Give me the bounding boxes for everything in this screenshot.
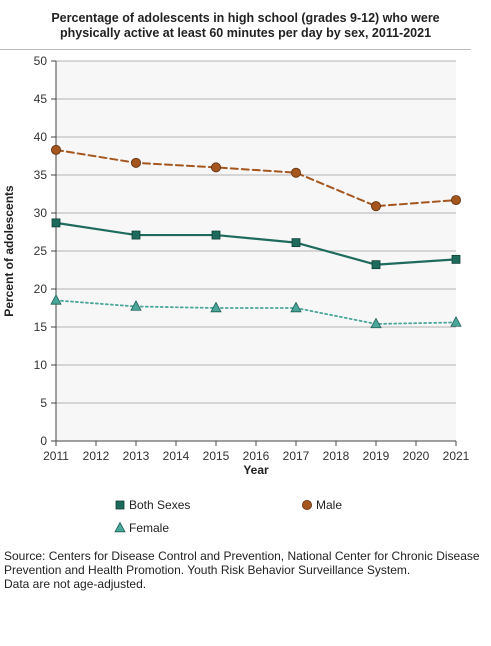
- data-point-female-2011: [50, 294, 62, 305]
- chart-title-line-2: physically active at least 60 minutes pe…: [59, 26, 432, 40]
- series-group: [50, 144, 462, 329]
- source-line-1: Source: Centers for Disease Control and …: [4, 549, 480, 563]
- y-tick-label: 10: [34, 358, 48, 372]
- legend-label-both-sexes: Both Sexes: [129, 498, 190, 512]
- title-divider: [0, 49, 471, 50]
- y-tick-label: 30: [34, 206, 48, 220]
- legend: Both Sexes Male Female: [114, 498, 342, 535]
- source-line-3: Data are not age-adjusted.: [4, 577, 147, 591]
- source-note: Source: Centers for Disease Control and …: [4, 549, 490, 591]
- x-tick-label: 2021: [443, 449, 470, 463]
- legend-label-male: Male: [316, 498, 342, 512]
- y-tick-label: 20: [34, 282, 48, 296]
- series-line-both-sexes: [54, 221, 458, 266]
- series-line-male: [55, 148, 457, 208]
- data-point-both-sexes-2013: [131, 230, 141, 240]
- data-point-both-sexes-2017: [291, 238, 301, 248]
- y-tick-label: 35: [34, 168, 48, 182]
- series-male: [51, 144, 461, 212]
- legend-marker-female: [114, 521, 126, 533]
- data-point-both-sexes-2019: [371, 260, 381, 270]
- chart-title: Percentage of adolescents in high school…: [20, 11, 471, 41]
- legend-marker-both-sexes: [115, 500, 125, 510]
- x-tick-label: 2020: [403, 449, 430, 463]
- x-tick-label: 2013: [123, 449, 150, 463]
- data-point-male-2013: [130, 157, 141, 168]
- x-tick-label: 2014: [163, 449, 190, 463]
- y-axis-ticks: 0 5 10 15 20 25 30 35 40 45 50: [34, 54, 56, 448]
- x-tick-label: 2019: [363, 449, 390, 463]
- x-axis-ticks: 2011 2012 2013 2014 2015 2016 2017 2018 2019 2020…: [43, 441, 470, 463]
- data-point-both-sexes-2021: [451, 254, 461, 264]
- data-point-male-2019: [370, 201, 381, 212]
- y-tick-label: 0: [40, 434, 47, 448]
- y-tick-label: 5: [40, 396, 47, 410]
- y-tick-label: 40: [34, 130, 48, 144]
- x-axis-label: Year: [243, 463, 269, 477]
- data-point-female-2017: [290, 301, 302, 313]
- legend-item-both-sexes: Both Sexes: [115, 498, 190, 512]
- x-tick-label: 2015: [203, 449, 230, 463]
- x-tick-label: 2017: [283, 449, 310, 463]
- data-point-female-2015: [210, 301, 222, 313]
- x-tick-label: 2012: [83, 449, 110, 463]
- legend-label-female: Female: [129, 521, 169, 535]
- y-tick-label: 25: [34, 244, 48, 258]
- y-tick-label: 50: [34, 54, 48, 68]
- source-line-2: Prevention and Health Promotion. Youth R…: [4, 563, 411, 577]
- series-female: [50, 294, 462, 329]
- legend-item-male: Male: [301, 498, 342, 512]
- x-tick-label: 2011: [43, 449, 69, 463]
- series-line-female: [55, 299, 457, 325]
- y-axis-label: Percent of adolescents: [2, 185, 16, 317]
- data-point-female-2013: [130, 300, 142, 311]
- data-point-male-2011: [51, 144, 62, 155]
- data-point-both-sexes-2011: [51, 218, 61, 228]
- data-point-female-2019: [370, 317, 382, 329]
- x-tick-label: 2018: [323, 449, 350, 463]
- series-both-sexes: [51, 218, 461, 270]
- x-tick-label: 2016: [243, 449, 270, 463]
- data-point-both-sexes-2015: [211, 230, 221, 240]
- data-point-female-2021: [450, 316, 462, 327]
- data-point-male-2015: [210, 162, 221, 173]
- gridlines: [56, 60, 456, 404]
- y-tick-label: 45: [34, 92, 48, 106]
- data-point-male-2017: [290, 167, 301, 178]
- y-tick-label: 15: [34, 320, 48, 334]
- legend-item-female: Female: [114, 521, 169, 535]
- data-point-male-2021: [450, 195, 461, 206]
- legend-marker-male: [301, 499, 312, 510]
- chart-title-line-1: Percentage of adolescents in high school…: [51, 11, 440, 25]
